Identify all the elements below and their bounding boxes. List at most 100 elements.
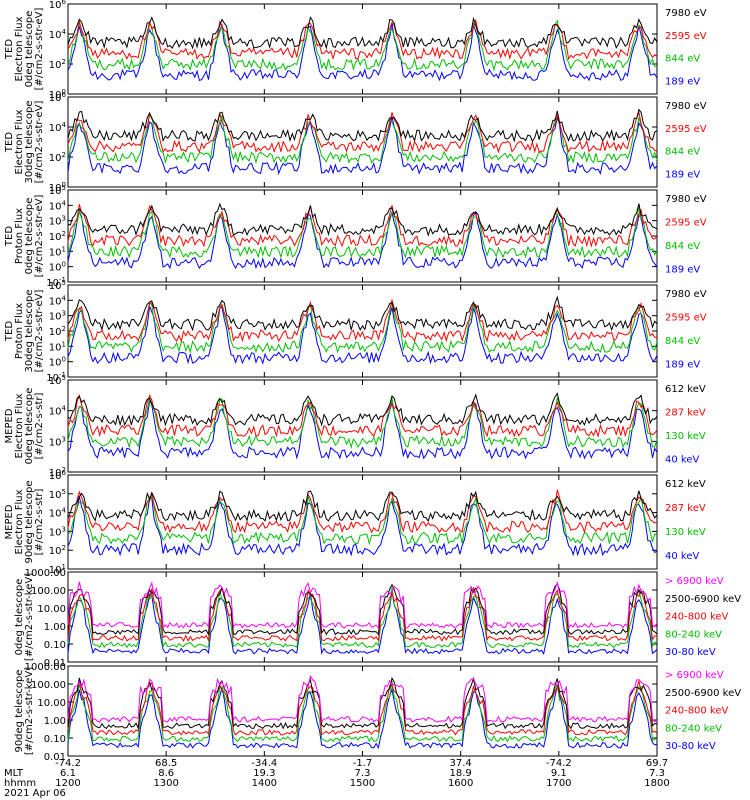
y-axis-label-line: TED bbox=[4, 132, 15, 153]
series-trace bbox=[67, 393, 658, 438]
series-trace bbox=[67, 295, 658, 332]
y-axis-label-line: Electron Flux bbox=[14, 393, 25, 458]
legend-entry: 287 keV bbox=[665, 407, 706, 418]
series-trace bbox=[67, 495, 658, 546]
legend-entry: 240-800 keV bbox=[665, 612, 729, 623]
date-label: 2021 Apr 06 bbox=[4, 788, 66, 799]
y-axis-label: 0deg telescope [#/cm2-s-str-keV] bbox=[14, 573, 35, 661]
panel-frame bbox=[67, 571, 658, 663]
y-axis-label-line: [#/cm2-s-str-eV] bbox=[34, 101, 45, 184]
legend-entry: 287 keV bbox=[665, 503, 706, 514]
y-tick-label: 104 bbox=[49, 405, 67, 418]
y-tick-label: 1000.00 bbox=[25, 568, 66, 579]
y-tick-label: 102 bbox=[49, 151, 66, 164]
series-trace bbox=[67, 108, 658, 143]
y-tick-label: 105 bbox=[49, 279, 66, 292]
y-axis-label: MEPED Electron Flux 90deg telescope [#/cm2-… bbox=[4, 480, 45, 563]
y-tick-label: 1.00 bbox=[44, 716, 66, 727]
y-tick-label: 101 bbox=[49, 340, 66, 353]
series-trace bbox=[67, 301, 658, 354]
y-tick-label: 10.00 bbox=[37, 604, 66, 615]
legend-entry: 189 eV bbox=[665, 264, 700, 275]
y-tick-label: 100 bbox=[49, 356, 66, 369]
x-tick-label: -34.4 bbox=[251, 758, 277, 769]
y-axis-label-line: [#/cm2-s-str-keV] bbox=[24, 667, 35, 755]
series-trace bbox=[67, 680, 658, 736]
series-trace bbox=[67, 397, 658, 449]
legend-entry: 189 eV bbox=[665, 77, 700, 88]
y-tick-label: 0.01 bbox=[44, 752, 66, 763]
y-tick-label: 102 bbox=[49, 230, 66, 243]
y-tick-label: 102 bbox=[49, 544, 66, 557]
panel-7: 1000.00 100.00 10.00 1.00 0.10 0.01 0deg teles… bbox=[14, 568, 741, 669]
x-tick-label: 68.5 bbox=[155, 758, 177, 769]
y-tick-label: 100.00 bbox=[31, 586, 66, 597]
y-axis-label-line: [#/cm2-s-str] bbox=[34, 392, 45, 459]
y-tick-label: 101 bbox=[49, 245, 66, 258]
y-axis-label-line: [#/cm2-s-str] bbox=[34, 488, 45, 555]
legend-entry: > 6900 keV bbox=[665, 670, 724, 681]
mlt-tick-label: 9.1 bbox=[551, 768, 567, 779]
series-trace bbox=[67, 676, 658, 730]
mlt-tick-label: 7.3 bbox=[355, 768, 371, 779]
legend-entry: 130 keV bbox=[665, 431, 706, 442]
series-trace bbox=[67, 495, 658, 557]
y-tick-label: 1.00 bbox=[44, 622, 66, 633]
legend-entry: 2595 eV bbox=[665, 312, 707, 323]
x-tick-label: 37.4 bbox=[450, 758, 472, 769]
mlt-tick-label: 6.1 bbox=[60, 768, 76, 779]
legend-entry: 130 keV bbox=[665, 527, 706, 538]
legend-entry: 2595 eV bbox=[665, 31, 707, 42]
y-axis-label-line: TED bbox=[4, 226, 15, 247]
legend-entry: 844 eV bbox=[665, 147, 700, 158]
legend-entry: 30-80 keV bbox=[665, 741, 716, 752]
mlt-row-label: MLT bbox=[4, 768, 24, 779]
y-axis-label-line: MEPED bbox=[4, 504, 15, 539]
series-trace bbox=[67, 587, 658, 643]
y-tick-label: 106 bbox=[49, 469, 67, 482]
y-tick-label: 105 bbox=[49, 374, 66, 387]
y-tick-label: 105 bbox=[49, 184, 66, 197]
y-axis-label-line: Electron Flux bbox=[14, 109, 25, 174]
hhmm-tick-label: 1800 bbox=[644, 778, 669, 789]
y-axis-label-line: 0deg telescope bbox=[24, 388, 35, 465]
series-trace bbox=[67, 22, 658, 82]
panel-frame bbox=[67, 3, 658, 95]
series-trace bbox=[67, 113, 658, 165]
legend-entry: 189 eV bbox=[665, 359, 700, 370]
legend-entry: 7980 eV bbox=[665, 289, 707, 300]
legend-entry: > 6900 keV bbox=[665, 576, 724, 587]
y-axis-label-line: Proton Flux bbox=[14, 208, 25, 264]
y-axis-label: MEPED Electron Flux 0deg telescope [#/cm2-s… bbox=[4, 388, 45, 465]
legend-entry: 844 eV bbox=[665, 336, 700, 347]
series-trace bbox=[67, 306, 658, 365]
y-axis-label-line: Electron Flux bbox=[14, 489, 25, 554]
legend-entry: 2500-6900 keV bbox=[665, 594, 741, 605]
mlt-tick-label: 7.3 bbox=[649, 768, 665, 779]
panel-frame bbox=[67, 379, 658, 473]
y-axis-label-line: [#/cm2-s-str-eV] bbox=[34, 195, 45, 278]
y-axis-label-line: [#/cm2-s-str-keV] bbox=[24, 573, 35, 661]
y-axis-label-line: 0deg telescope bbox=[24, 198, 35, 275]
y-tick-label: 102 bbox=[49, 325, 66, 338]
series-trace bbox=[67, 16, 658, 50]
y-tick-label: 104 bbox=[49, 199, 67, 212]
y-tick-label: 100 bbox=[49, 261, 66, 274]
series-trace bbox=[67, 489, 658, 534]
mlt-tick-label: 18.9 bbox=[450, 768, 472, 779]
y-axis-label-line: 0deg telescope bbox=[24, 11, 35, 88]
y-tick-label: 102 bbox=[49, 58, 66, 71]
panel-8: 1000.00 100.00 10.00 1.00 0.10 0.01 90deg tele… bbox=[14, 662, 741, 763]
mlt-tick-label: 19.3 bbox=[253, 768, 275, 779]
y-axis-label-line: Proton Flux bbox=[14, 303, 25, 359]
y-axis-label: 90deg telescope [#/cm2-s-str-keV] bbox=[14, 667, 35, 755]
series-trace bbox=[67, 680, 658, 743]
y-axis-label: TED Electron Flux 30deg telescope [#/cm2-s-… bbox=[4, 100, 45, 183]
hhmm-tick-label: 1600 bbox=[448, 778, 473, 789]
